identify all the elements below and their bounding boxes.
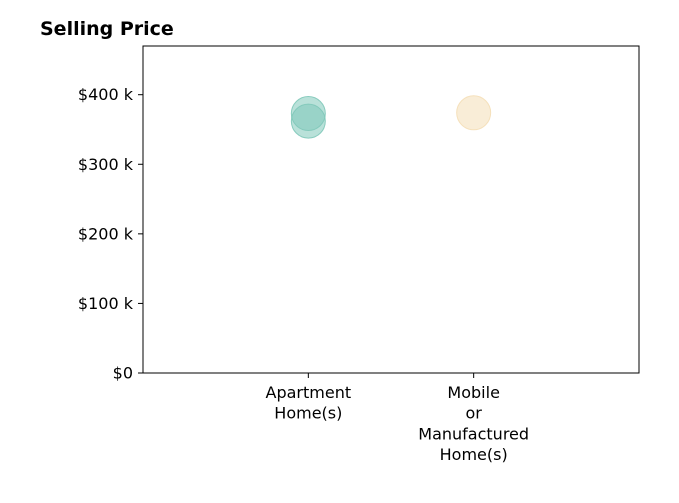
plot-marks (290, 95, 492, 139)
data-point (456, 95, 492, 131)
chart-title: Selling Price (40, 18, 174, 40)
x-tick-label: Mobile or Manufactured Home(s) (418, 383, 529, 464)
y-tick-label: $0 (113, 364, 133, 383)
x-tick-label-line: or (465, 404, 482, 423)
x-tick-label-line: Home(s) (274, 404, 342, 423)
x-tick-label: Apartment Home(s) (266, 383, 352, 423)
plot-frame (142, 45, 640, 374)
data-point (290, 103, 326, 139)
y-tick-label: $300 k (78, 155, 134, 174)
x-tick-label-line: Manufactured (418, 424, 529, 443)
x-tick-label-line: Apartment (266, 383, 352, 402)
x-tick-label-line: Home(s) (440, 445, 508, 464)
y-tick-label: $100 k (78, 294, 134, 313)
y-tick-label: $200 k (78, 224, 134, 243)
y-tick-label: $400 k (78, 85, 134, 104)
x-axis: Apartment Home(s) Mobile or Manufactured Home… (266, 373, 529, 464)
x-tick-label-line: Mobile (447, 383, 499, 402)
y-axis: $0 $100 k $200 k $300 k $400 k (78, 85, 143, 383)
